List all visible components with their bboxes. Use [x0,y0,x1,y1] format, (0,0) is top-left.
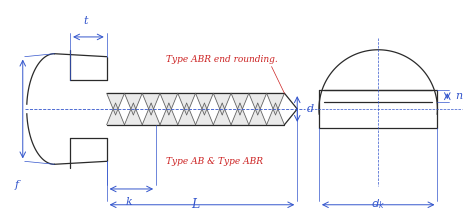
Polygon shape [142,103,160,125]
Polygon shape [196,93,213,115]
Polygon shape [107,103,125,125]
Text: Type ABR end rounding.: Type ABR end rounding. [166,54,278,64]
Polygon shape [249,93,266,115]
Polygon shape [213,93,231,115]
Polygon shape [266,93,284,115]
Text: $d_k$: $d_k$ [371,197,385,211]
Polygon shape [178,103,196,125]
Polygon shape [249,103,266,125]
Polygon shape [213,103,231,125]
Text: f: f [15,180,19,190]
Polygon shape [142,93,160,115]
Polygon shape [196,103,213,125]
Polygon shape [266,103,284,125]
Polygon shape [107,93,125,115]
Polygon shape [160,93,178,115]
Text: k: k [126,197,133,207]
Polygon shape [160,103,178,125]
Text: n: n [455,91,462,101]
Text: d: d [307,104,314,114]
Text: L: L [191,198,200,211]
Polygon shape [231,103,249,125]
Polygon shape [125,103,142,125]
Polygon shape [125,93,142,115]
Polygon shape [231,93,249,115]
Text: Type AB & Type ABR: Type AB & Type ABR [166,157,263,166]
Polygon shape [178,93,196,115]
Text: t: t [84,16,88,26]
